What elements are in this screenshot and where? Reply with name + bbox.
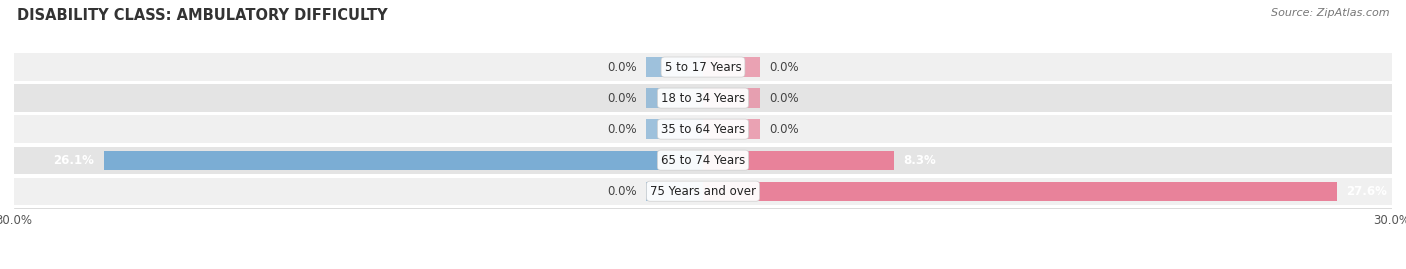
Text: 0.0%: 0.0% <box>607 123 637 136</box>
Bar <box>645 182 703 201</box>
Text: 0.0%: 0.0% <box>607 61 637 73</box>
Bar <box>14 53 1392 81</box>
Bar <box>703 119 761 139</box>
Text: 8.3%: 8.3% <box>903 154 935 167</box>
Text: 75 Years and over: 75 Years and over <box>650 185 756 198</box>
Text: 35 to 64 Years: 35 to 64 Years <box>661 123 745 136</box>
Text: 0.0%: 0.0% <box>607 91 637 105</box>
Bar <box>645 119 703 139</box>
Text: 27.6%: 27.6% <box>1346 185 1386 198</box>
Bar <box>703 151 894 170</box>
Bar <box>14 115 1392 143</box>
Text: Source: ZipAtlas.com: Source: ZipAtlas.com <box>1271 8 1389 18</box>
Bar <box>14 147 1392 174</box>
Bar <box>703 89 761 108</box>
Bar <box>14 84 1392 112</box>
Text: 65 to 74 Years: 65 to 74 Years <box>661 154 745 167</box>
Bar <box>104 151 703 170</box>
Legend: Male, Female: Male, Female <box>636 266 770 269</box>
Text: 0.0%: 0.0% <box>607 185 637 198</box>
Text: 18 to 34 Years: 18 to 34 Years <box>661 91 745 105</box>
Text: 0.0%: 0.0% <box>769 123 799 136</box>
Text: 26.1%: 26.1% <box>53 154 94 167</box>
Bar <box>703 57 761 77</box>
Bar <box>645 57 703 77</box>
Text: DISABILITY CLASS: AMBULATORY DIFFICULTY: DISABILITY CLASS: AMBULATORY DIFFICULTY <box>17 8 388 23</box>
Bar <box>14 178 1392 205</box>
Bar <box>703 182 1337 201</box>
Text: 0.0%: 0.0% <box>769 91 799 105</box>
Text: 0.0%: 0.0% <box>769 61 799 73</box>
Bar <box>645 89 703 108</box>
Text: 5 to 17 Years: 5 to 17 Years <box>665 61 741 73</box>
